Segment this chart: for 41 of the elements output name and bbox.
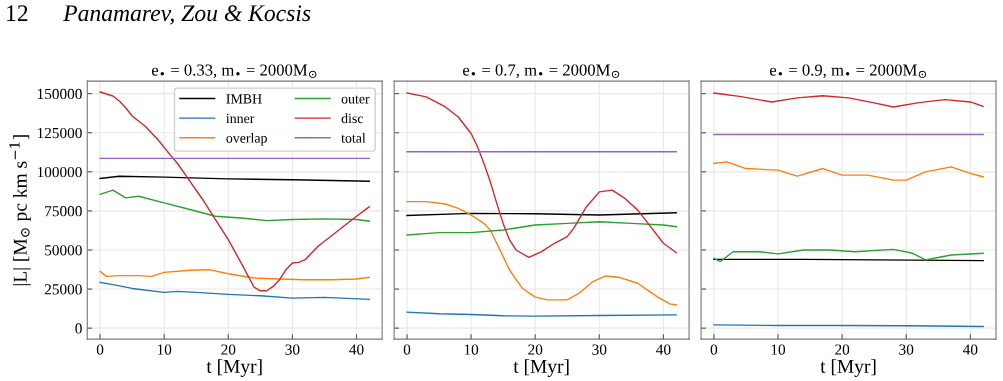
x-tick-label: 0 (96, 344, 104, 355)
x-tick-label: 10 (464, 344, 479, 355)
legend-label: outer (341, 95, 370, 104)
x-tick-label: 20 (221, 344, 236, 355)
y-axis-title: |L| [M$_{⊙}$ pc km s$^{−1}$] (9, 135, 31, 286)
x-tick-label: 10 (771, 344, 786, 355)
y-tick-label: 75000 (45, 206, 82, 217)
x-tick-label: 40 (963, 344, 978, 355)
x-axis-title: t [Myr] (513, 359, 569, 377)
x-tick-label: 40 (349, 344, 364, 355)
x-tick-label: 0 (710, 344, 718, 355)
x-tick-label: 30 (899, 344, 914, 355)
y-tick-label: 125000 (37, 127, 82, 139)
chart-title: e$_{•}$ = 0.9, m$_{•}$ = 2000M$_{⊙}$ (769, 64, 927, 79)
legend-label: inner (226, 113, 255, 124)
line-series (99, 281, 371, 301)
line-series (99, 268, 371, 281)
chart-title: e$_{•}$ = 0.33, m$_{•}$ = 2000M$_{⊙}$ (151, 64, 317, 79)
line-series (99, 91, 371, 292)
legend-label: IMBH (226, 94, 262, 104)
y-tick-label: 150000 (37, 88, 82, 100)
x-tick-label: 40 (656, 344, 671, 355)
y-tick-label: 50000 (45, 245, 82, 256)
x-tick-label: 30 (592, 344, 607, 355)
x-axis-title: t [Myr] (820, 359, 876, 377)
legend-label: total (341, 132, 366, 143)
x-axis-title: t [Myr] (206, 359, 262, 377)
y-tick-label: 100000 (37, 166, 82, 178)
y-tick-label: 25000 (44, 284, 82, 295)
legend-label: disc (341, 113, 364, 124)
x-tick-label: 20 (528, 344, 543, 355)
x-tick-label: 30 (285, 344, 300, 355)
text: 12 (7, 5, 28, 21)
x-tick-label: 10 (157, 344, 172, 355)
line-series (99, 189, 371, 222)
legend-label: overlap (226, 132, 267, 146)
x-tick-label: 0 (403, 344, 411, 355)
chart-title: e$_{•}$ = 0.7, m$_{•}$ = 2000M$_{⊙}$ (463, 64, 620, 79)
text: Panamarev, Zou & Kocsis (63, 5, 311, 25)
x-tick-label: 20 (835, 344, 850, 355)
y-tick-label: 0 (75, 323, 82, 334)
